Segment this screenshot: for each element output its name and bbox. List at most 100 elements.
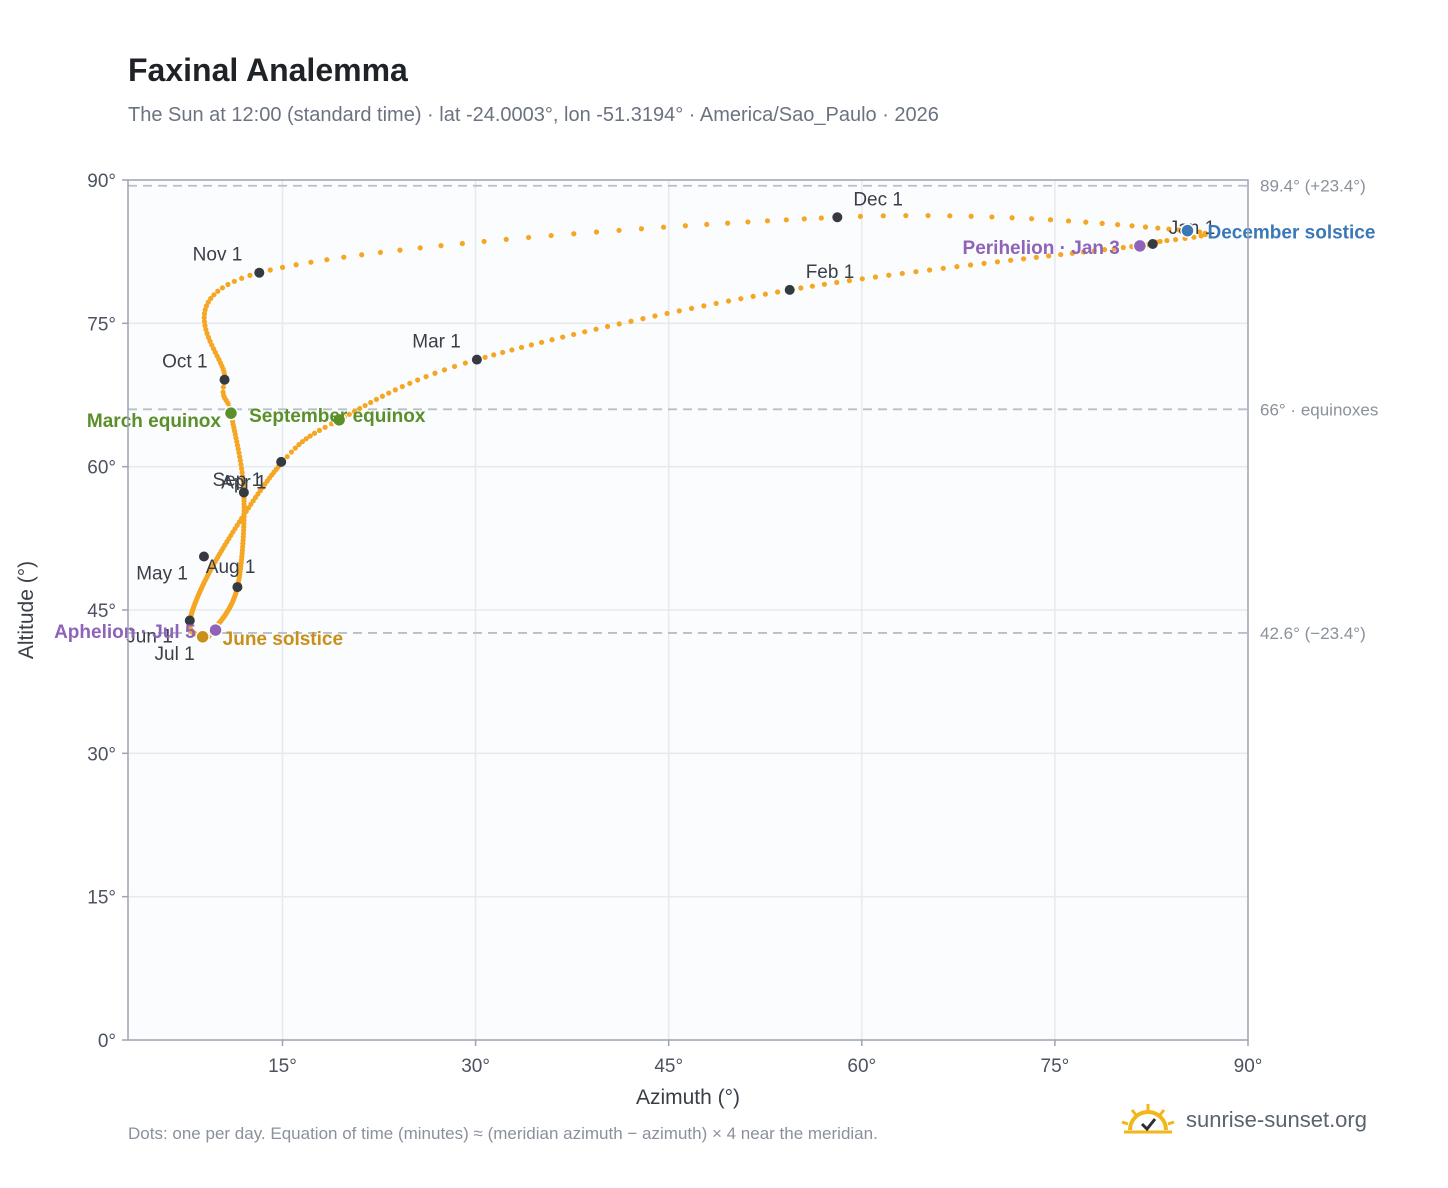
month-label: Jun 1 (126, 627, 172, 648)
day-dot (239, 469, 245, 476)
day-dot (491, 352, 497, 358)
month-label: Sep 1 (213, 470, 263, 491)
brand-name: sunrise-sunset.org (1186, 1107, 1367, 1132)
day-dot (859, 276, 865, 282)
event-dot (195, 629, 210, 645)
month-dot (276, 456, 287, 467)
day-dot (399, 383, 405, 390)
day-dot (1008, 257, 1014, 263)
day-dot (1046, 253, 1052, 259)
day-dot (628, 318, 634, 324)
day-dot (616, 227, 622, 233)
day-dot (220, 389, 226, 395)
day-dot (415, 377, 421, 383)
y-axis-label: Altitude (°) (15, 561, 38, 659)
day-dot (994, 259, 1001, 265)
day-dot (548, 232, 554, 239)
sun-logo-icon (1121, 1104, 1175, 1134)
month-dot (832, 212, 843, 223)
x-tick-label: 45° (654, 1056, 683, 1077)
reference-lines: 89.4° (+23.4°) 66° · equinoxes 42.6° (−23.… (128, 177, 1378, 643)
day-dot (846, 278, 852, 284)
day-dot (386, 390, 392, 396)
day-dot (967, 262, 974, 268)
reference-line-label: 42.6° (−23.4°) (1260, 624, 1366, 643)
day-dot (240, 473, 246, 480)
day-dot (240, 477, 246, 484)
day-dot (362, 402, 368, 409)
day-dot (872, 274, 879, 280)
day-dot (1129, 223, 1135, 229)
day-dot (379, 393, 386, 399)
day-dot (704, 221, 710, 228)
day-dot (239, 275, 245, 281)
day-dot (886, 272, 892, 278)
day-dot (203, 326, 209, 333)
month-dot (254, 267, 265, 278)
day-dot (1111, 245, 1117, 252)
day-dot (1009, 215, 1015, 221)
day-dot (682, 223, 688, 229)
day-dot (1202, 231, 1208, 238)
day-dot (652, 313, 658, 319)
day-dot (316, 427, 323, 434)
day-dot (351, 408, 358, 415)
day-dot (423, 374, 429, 380)
day-dot (880, 213, 886, 219)
day-dot (204, 330, 210, 337)
day-dot (482, 354, 488, 360)
y-tick-label: 90° (87, 171, 116, 192)
day-dot (459, 240, 465, 247)
month-dot (198, 551, 209, 562)
day-dot (725, 220, 731, 226)
event-label: Perihelion · Jan 3 (963, 238, 1120, 259)
month-dot (184, 615, 195, 626)
day-dot (202, 322, 208, 329)
day-dot (208, 295, 214, 302)
month-label: Jul 1 (155, 644, 195, 665)
day-dot (220, 384, 226, 390)
day-dot (368, 399, 374, 406)
day-dot (954, 264, 960, 270)
event-dot (223, 405, 239, 421)
day-dot (549, 337, 555, 343)
event-markers: March equinox September equinox June solst… (54, 223, 1375, 650)
month-label: May 1 (136, 563, 188, 584)
day-dot (801, 216, 807, 222)
event-label: September equinox (249, 406, 426, 427)
month-dot (471, 354, 482, 365)
day-dot (1047, 217, 1054, 223)
month-label: Apr 1 (221, 472, 266, 493)
brand[interactable]: sunrise-sunset.org (1120, 1102, 1367, 1138)
day-dot (1197, 229, 1203, 235)
day-dot (538, 339, 545, 345)
month-label: Oct 1 (162, 352, 207, 373)
day-dot (738, 296, 744, 302)
x-tick-label: 75° (1041, 1056, 1070, 1077)
day-dot (582, 329, 588, 335)
day-dot (215, 288, 221, 294)
day-dot (560, 334, 566, 340)
axis-ticks: 15° 30° 45° 60° 75° 90° 0° 15° 30° 45° 60° 75° 90° (87, 171, 1262, 1077)
day-dot (219, 285, 226, 291)
day-dot (1191, 234, 1197, 240)
day-dot (1155, 225, 1161, 231)
day-dot (640, 316, 646, 322)
day-dot (346, 411, 352, 417)
day-dot (357, 405, 363, 412)
day-dot (1142, 224, 1149, 230)
month-label: Feb 1 (806, 262, 855, 283)
day-dot (616, 321, 622, 327)
month-label: Aug 1 (206, 557, 256, 578)
day-dot (205, 299, 211, 305)
day-dot (417, 245, 423, 251)
day-dot (303, 436, 309, 442)
day-dot (745, 219, 751, 225)
day-dot (571, 231, 577, 237)
footnote: Dots: one per day. Equation of time (min… (128, 1124, 878, 1143)
day-dot (237, 457, 243, 464)
day-dot (1083, 219, 1089, 225)
day-dot (989, 214, 995, 220)
